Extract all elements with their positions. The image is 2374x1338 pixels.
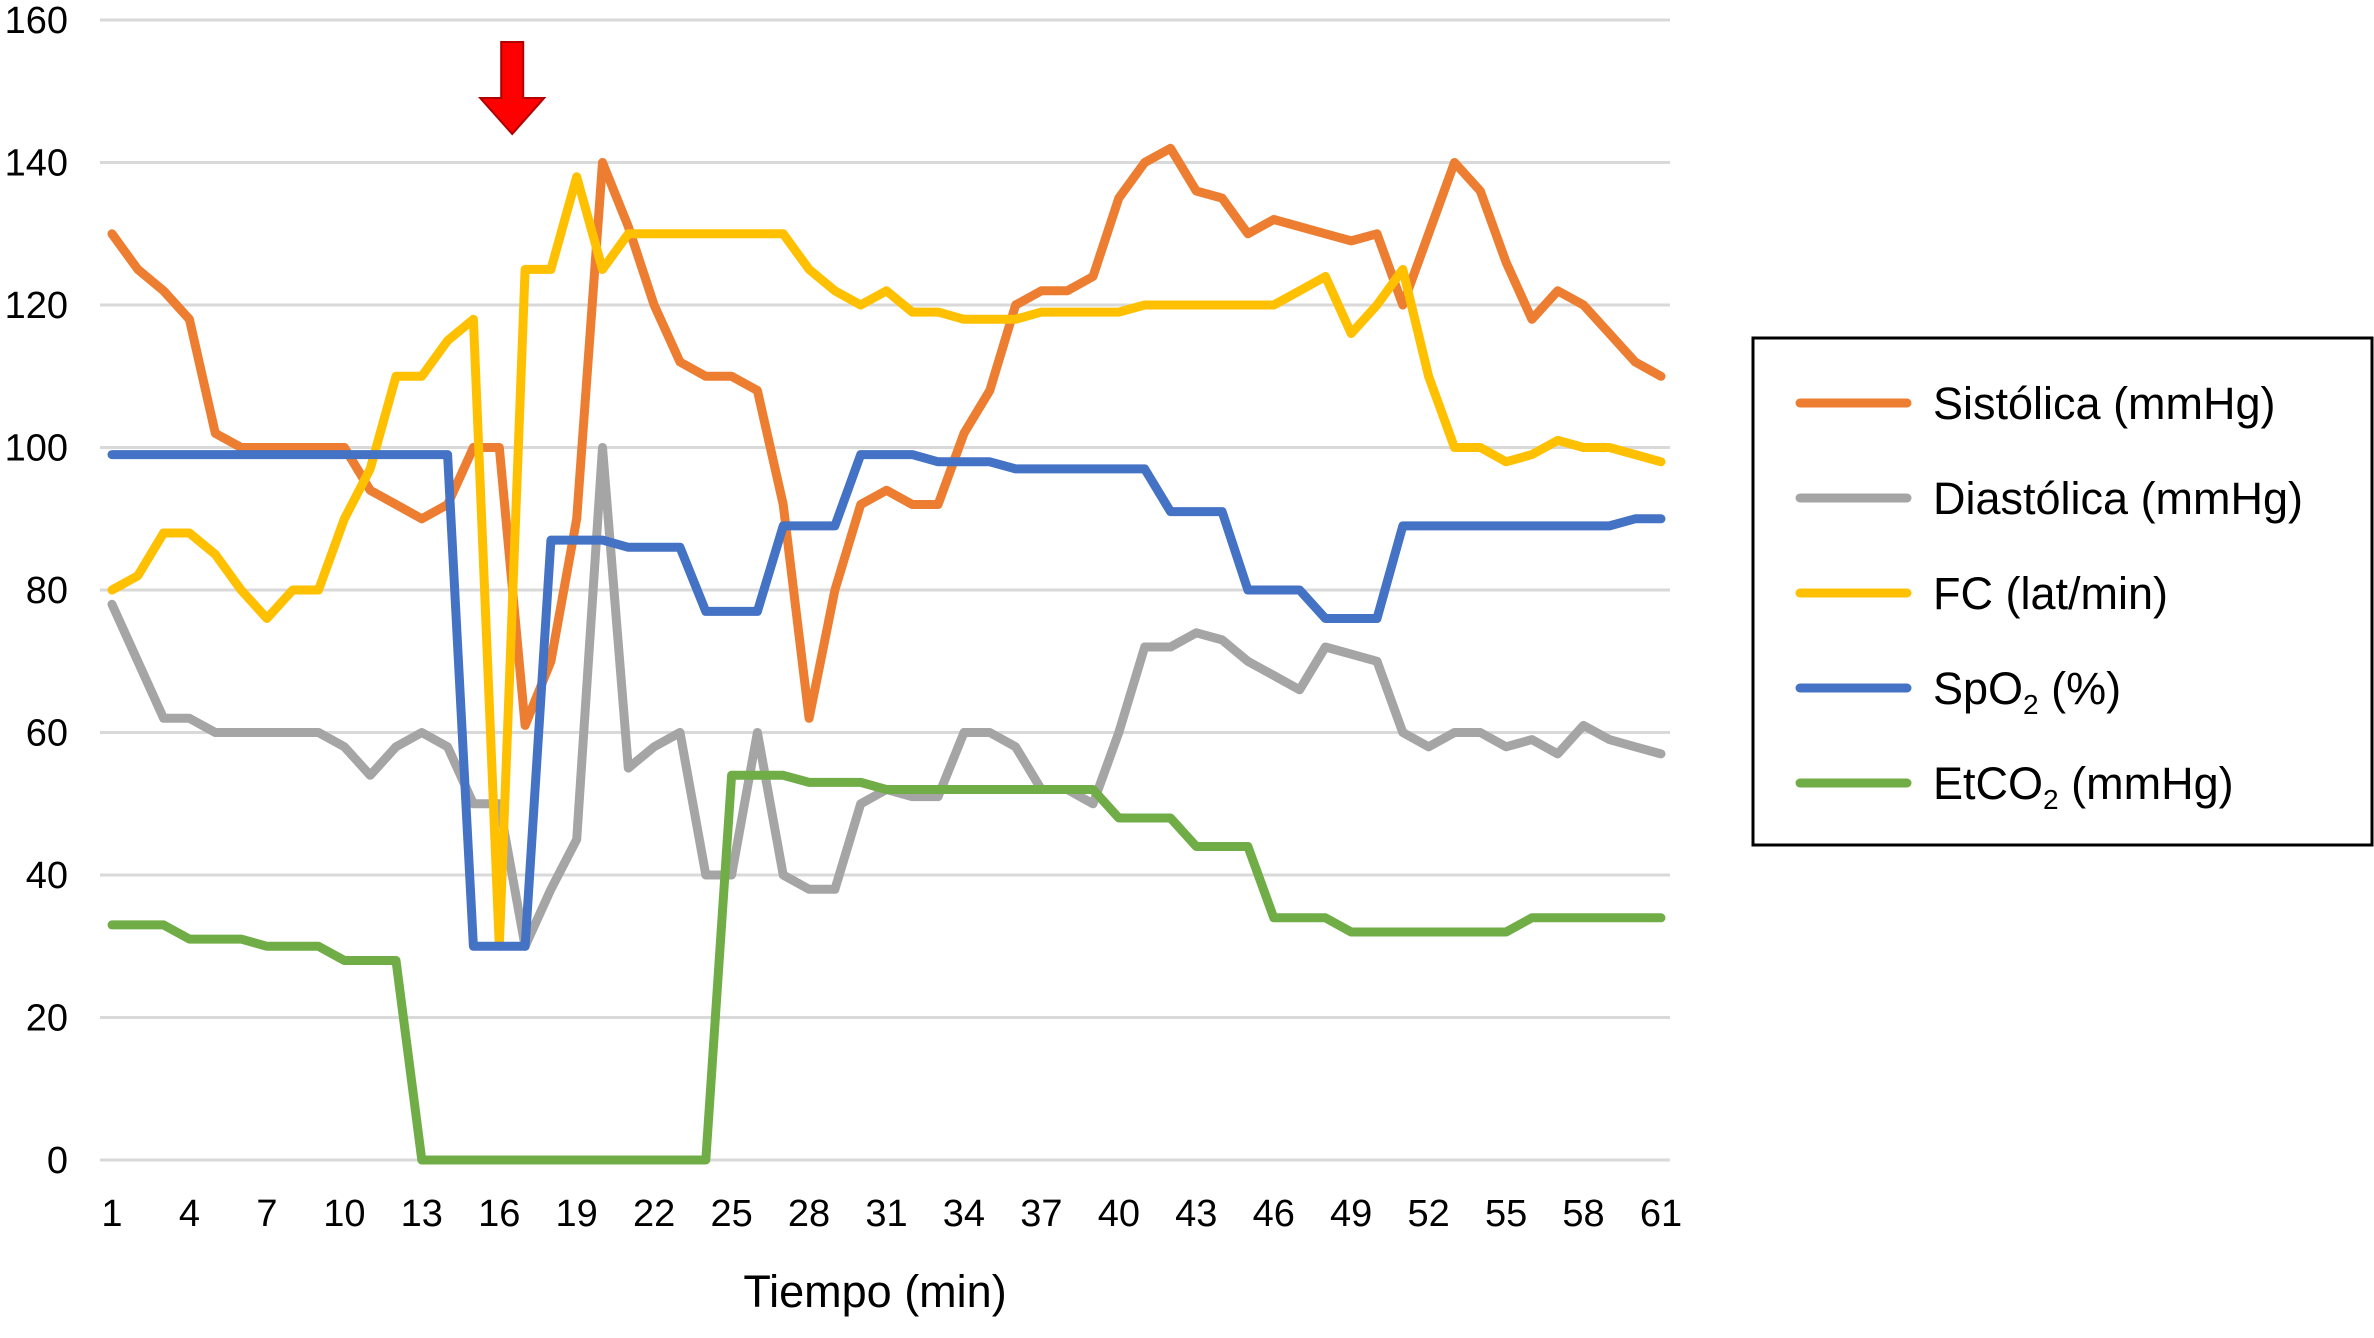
legend-label-subscript: 2	[2043, 784, 2059, 815]
y-tick-label: 0	[47, 1140, 68, 1182]
x-tick-label: 46	[1253, 1193, 1295, 1235]
y-tick-label: 140	[5, 143, 68, 185]
x-tick-label: 22	[633, 1193, 675, 1235]
legend-label-main: Sistólica (mmHg)	[1933, 378, 2276, 429]
series-lines	[107, 143, 1666, 1165]
event-arrow-icon	[477, 41, 547, 136]
y-tick-label: 160	[5, 0, 68, 42]
x-tick-label: 40	[1098, 1193, 1140, 1235]
x-tick-label: 61	[1640, 1193, 1682, 1235]
x-tick-label: 55	[1485, 1193, 1527, 1235]
x-tick-label: 43	[1175, 1193, 1217, 1235]
event-marker	[477, 41, 547, 136]
y-tick-label: 60	[26, 713, 68, 755]
legend-label-rest: (mmHg)	[2059, 758, 2234, 809]
series-line-3	[107, 450, 1666, 951]
x-tick-label: 7	[256, 1193, 277, 1235]
legend-label: Diastólica (mmHg)	[1933, 473, 2303, 524]
legend-label: EtCO2 (mmHg)	[1933, 758, 2234, 815]
legend-label-main: SpO	[1933, 663, 2023, 714]
legend-label-rest: (%)	[2039, 663, 2122, 714]
x-axis-ticks: 1 4 7 10 13 16 19 22 25 28 31 34 37 40 43 46 49 52 55 58 61	[101, 1193, 1682, 1235]
x-tick-label: 52	[1408, 1193, 1450, 1235]
x-tick-label: 37	[1020, 1193, 1062, 1235]
legend-label-main: Diastólica (mmHg)	[1933, 473, 2303, 524]
legend-label-subscript: 2	[2023, 689, 2039, 720]
x-tick-label: 31	[865, 1193, 907, 1235]
x-tick-label: 16	[478, 1193, 520, 1235]
y-tick-label: 20	[26, 998, 68, 1040]
y-tick-label: 100	[5, 428, 68, 470]
x-tick-label: 25	[710, 1193, 752, 1235]
legend-label-main: EtCO	[1933, 758, 2043, 809]
legend: Sistólica (mmHg) Diastólica (mmHg) FC (lat…	[1751, 336, 2374, 847]
x-tick-label: 19	[556, 1193, 598, 1235]
x-tick-label: 28	[788, 1193, 830, 1235]
legend-label: Sistólica (mmHg)	[1933, 378, 2276, 429]
x-tick-label: 13	[401, 1193, 443, 1235]
y-tick-label: 120	[5, 285, 68, 327]
legend-label-main: FC (lat/min)	[1933, 568, 2168, 619]
series-line-0	[107, 143, 1666, 730]
x-tick-label: 58	[1562, 1193, 1604, 1235]
y-tick-label: 40	[26, 855, 68, 897]
y-tick-label: 80	[26, 570, 68, 612]
x-tick-label: 34	[943, 1193, 985, 1235]
grid-lines	[100, 18, 1670, 1162]
legend-label: FC (lat/min)	[1933, 568, 2168, 619]
series-line-4	[107, 770, 1666, 1165]
x-tick-label: 49	[1330, 1193, 1372, 1235]
x-tick-label: 10	[323, 1193, 365, 1235]
legend-items: Sistólica (mmHg) Diastólica (mmHg) FC (lat…	[1795, 378, 2303, 815]
y-axis-ticks: 0 20 40 60 80 100 120 140 160	[5, 0, 68, 1182]
x-tick-label: 4	[179, 1193, 200, 1235]
series-line-2	[107, 172, 1666, 951]
legend-label: SpO2 (%)	[1933, 663, 2121, 720]
x-axis-title: Tiempo (min)	[743, 1266, 1006, 1317]
x-tick-label: 1	[101, 1193, 122, 1235]
